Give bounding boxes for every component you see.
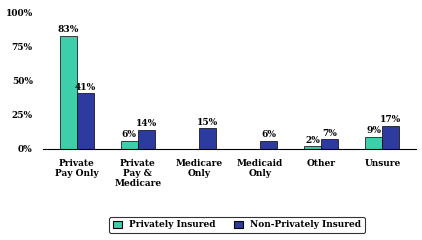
Text: 41%: 41%: [75, 83, 96, 91]
Bar: [304, 146, 321, 149]
Bar: [60, 36, 77, 149]
Text: 14%: 14%: [136, 119, 157, 128]
Text: 17%: 17%: [380, 115, 401, 124]
Text: 83%: 83%: [57, 25, 79, 34]
Bar: [382, 126, 400, 149]
Bar: [260, 141, 277, 149]
Text: 6%: 6%: [261, 130, 276, 139]
Text: 6%: 6%: [122, 130, 137, 139]
Text: 9%: 9%: [366, 126, 381, 135]
Bar: [321, 139, 338, 149]
Bar: [121, 141, 138, 149]
Text: 2%: 2%: [305, 136, 320, 145]
Bar: [77, 93, 94, 149]
Text: 7%: 7%: [322, 129, 337, 138]
Bar: [138, 130, 155, 149]
Bar: [199, 128, 216, 149]
Legend: Privately Insured, Non-Privately Insured: Privately Insured, Non-Privately Insured: [109, 217, 365, 233]
Bar: [365, 137, 382, 149]
Text: 15%: 15%: [197, 118, 218, 127]
